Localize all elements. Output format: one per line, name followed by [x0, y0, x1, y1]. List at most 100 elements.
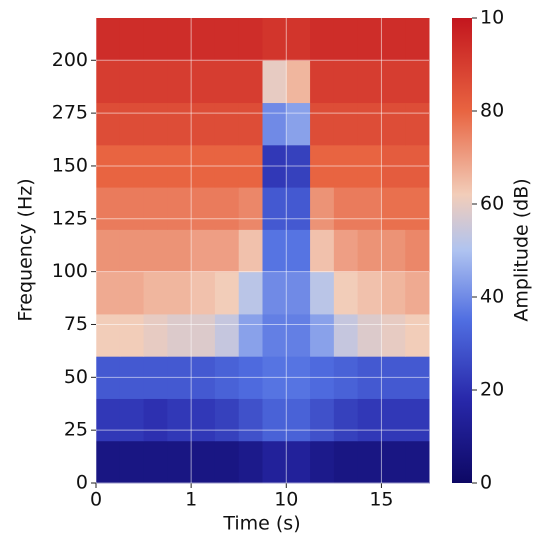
y-tick-label: 100 — [52, 260, 88, 282]
heatmap-cell — [262, 398, 287, 442]
heatmap-cell — [143, 187, 168, 230]
heatmap-cell — [381, 18, 406, 61]
heatmap-cell — [214, 440, 240, 484]
heatmap-cell — [214, 398, 240, 442]
y-tick-label: 150 — [52, 154, 88, 176]
heatmap-cell — [96, 18, 121, 61]
colorbar-tick-label: 40 — [480, 286, 504, 308]
heatmap-cell — [381, 187, 406, 230]
heatmap-cell — [191, 398, 216, 442]
heatmap-cell — [238, 18, 263, 61]
heatmap-cell — [357, 313, 382, 357]
heatmap-cell — [262, 271, 287, 315]
heatmap-cell — [214, 60, 240, 104]
heatmap-cell — [405, 187, 430, 230]
heatmap-cell — [143, 229, 168, 273]
x-tick-label: 10 — [274, 489, 298, 511]
heatmap-cell — [405, 60, 430, 104]
heatmap-cell — [333, 398, 359, 442]
heatmap-cell — [119, 102, 145, 146]
heatmap-cell — [191, 60, 216, 104]
heatmap-cell — [119, 271, 145, 315]
colorbar-tick-label: 0 — [480, 472, 492, 494]
heatmap-cell — [310, 18, 335, 61]
heatmap-cell — [191, 102, 216, 146]
heatmap-cell — [405, 398, 430, 442]
heatmap-cell — [167, 440, 192, 484]
heatmap-cell — [310, 271, 335, 315]
heatmap-cell — [191, 187, 216, 230]
heatmap-cell — [96, 102, 121, 146]
heatmap-cell — [286, 18, 311, 61]
heatmap-cell — [96, 187, 121, 230]
heatmap-cell — [262, 60, 287, 104]
heatmap-cell — [333, 102, 359, 146]
colorbar-tick-label: 60 — [480, 193, 504, 215]
heatmap-cell — [333, 229, 359, 273]
heatmap-cell — [143, 102, 168, 146]
heatmap-cell — [143, 18, 168, 61]
heatmap-cell — [143, 398, 168, 442]
heatmap-cell — [357, 187, 382, 230]
heatmap-cell — [143, 440, 168, 484]
heatmap-cell — [214, 102, 240, 146]
y-tick-label: 25 — [64, 419, 88, 441]
x-tick-label: 15 — [369, 489, 393, 511]
heatmap-cell — [405, 102, 430, 146]
heatmap-cell — [96, 271, 121, 315]
heatmap-cell — [191, 18, 216, 61]
colorbar-tick-label: 80 — [480, 100, 504, 122]
heatmap-cell — [381, 398, 406, 442]
heatmap-cell — [96, 398, 121, 442]
heatmap-cell — [286, 187, 311, 230]
y-tick-label: 0 — [76, 472, 88, 494]
heatmap-cell — [238, 440, 263, 484]
heatmap-cell — [167, 313, 192, 357]
colorbar-tick-label: 10 — [480, 7, 504, 29]
heatmap-cell — [96, 440, 121, 484]
heatmap-cell — [333, 313, 359, 357]
heatmap-cell — [238, 271, 263, 315]
heatmap-cell — [310, 187, 335, 230]
heatmap-cell — [96, 229, 121, 273]
heatmap-cell — [262, 102, 287, 146]
heatmap-cell — [214, 271, 240, 315]
y-tick-label: 75 — [64, 313, 88, 335]
heatmap-cell — [143, 313, 168, 357]
heatmap-cell — [191, 313, 216, 357]
heatmap-cell — [333, 271, 359, 315]
y-tick-label: 275 — [52, 102, 88, 124]
heatmap-cell — [310, 398, 335, 442]
y-tick-label: 50 — [64, 366, 88, 388]
heatmap-cell — [333, 440, 359, 484]
heatmap-cell — [310, 60, 335, 104]
heatmap-cell — [333, 187, 359, 230]
heatmap-cell — [286, 440, 311, 484]
heatmap-cell — [262, 18, 287, 61]
heatmap-cell — [286, 229, 311, 273]
heatmap-cell — [119, 187, 145, 230]
y-tick-label: 200 — [52, 49, 88, 71]
x-tick-label: 0 — [90, 489, 102, 511]
heatmap-cell — [405, 313, 430, 357]
heatmap-cell — [310, 102, 335, 146]
heatmap-cell — [405, 271, 430, 315]
heatmap-cell — [214, 18, 240, 61]
heatmap-cell — [381, 271, 406, 315]
heatmap-cell — [381, 229, 406, 273]
heatmap-cell — [143, 60, 168, 104]
y-axis-label: Frequency (Hz) — [15, 178, 37, 321]
heatmap-cell — [191, 229, 216, 273]
heatmap-cell — [167, 271, 192, 315]
colorbar — [452, 18, 472, 483]
heatmap-cell — [333, 60, 359, 104]
heatmap-cell — [214, 229, 240, 273]
heatmap-cell — [191, 440, 216, 484]
heatmap-cell — [119, 440, 145, 484]
heatmap-cell — [119, 229, 145, 273]
heatmap-cell — [238, 398, 263, 442]
heatmap-cell — [238, 313, 263, 357]
x-tick-label: 1 — [185, 489, 197, 511]
heatmap-cell — [238, 187, 263, 230]
heatmap-cell — [119, 18, 145, 61]
